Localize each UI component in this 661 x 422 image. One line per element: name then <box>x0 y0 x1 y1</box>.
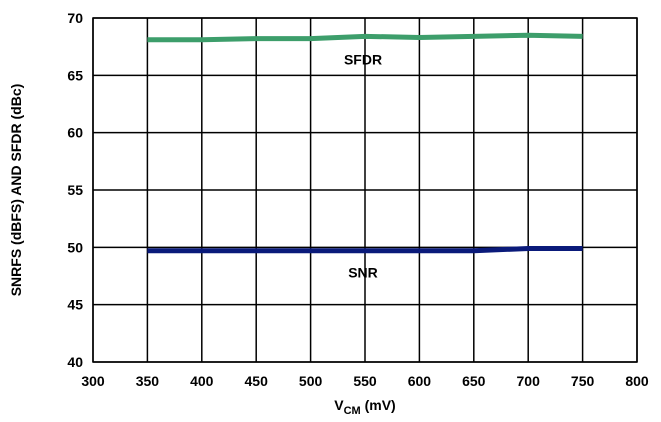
y-tick-label: 40 <box>67 354 83 370</box>
series-label-snr: SNR <box>348 264 378 280</box>
y-tick-label: 50 <box>67 239 83 255</box>
x-tick-label: 500 <box>299 373 323 389</box>
series-lines <box>147 32 583 254</box>
x-tick-labels: 300 350 400 450 500 550 600 650 700 750 800 <box>81 373 649 389</box>
series-label-sfdr: SFDR <box>344 52 382 68</box>
y-tick-labels: 40 45 50 55 60 65 70 <box>67 10 83 370</box>
x-tick-label: 600 <box>408 373 432 389</box>
series-labels: SFDR SNR <box>344 52 382 281</box>
x-axis-title: VCM (mV) <box>334 397 395 417</box>
plot-frame <box>92 17 638 363</box>
x-tick-label: 400 <box>190 373 214 389</box>
x-tick-label: 750 <box>571 373 595 389</box>
y-tick-label: 65 <box>67 67 83 83</box>
grid <box>92 17 638 363</box>
x-tick-label: 350 <box>136 373 160 389</box>
series-line-snr <box>147 245 583 254</box>
y-tick-label: 70 <box>67 10 83 26</box>
y-tick-label: 55 <box>67 182 83 198</box>
x-tick-label: 550 <box>353 373 377 389</box>
y-tick-label: 60 <box>67 125 83 141</box>
y-axis-title: SNRFS (dBFS) AND SFDR (dBc) <box>8 84 24 297</box>
x-tick-label: 300 <box>81 373 105 389</box>
y-tick-label: 45 <box>67 297 83 313</box>
x-tick-label: 650 <box>462 373 486 389</box>
x-tick-label: 450 <box>245 373 269 389</box>
x-tick-label: 800 <box>625 373 649 389</box>
x-tick-label: 700 <box>517 373 541 389</box>
